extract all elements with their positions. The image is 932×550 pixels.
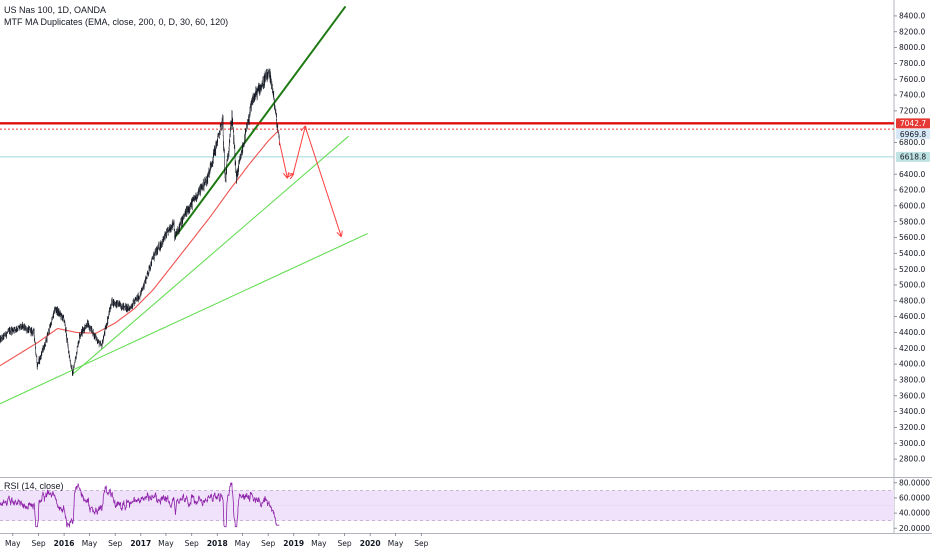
- support-trendline-long: [0, 233, 368, 405]
- price-tick-label: 8000.0: [899, 43, 925, 52]
- price-tick-label: 6400.0: [899, 170, 925, 179]
- price-tick-label: 5000.0: [899, 281, 925, 290]
- price-tick-label: 7800.0: [899, 59, 925, 68]
- rsi-tick-label: 80.0000: [899, 478, 930, 487]
- time-tick-label: 2016: [54, 539, 75, 548]
- price-badge-label: 6618.8: [900, 153, 926, 162]
- horizontal-levels: [0, 128, 894, 158]
- time-axis-labels: May Sep 2016 May Sep 2017 May Sep 2018 May Sep 2019…: [5, 533, 429, 548]
- support-trendline-short: [72, 135, 349, 375]
- time-tick-label: May: [5, 539, 21, 548]
- price-tick-label: 6000.0: [899, 201, 925, 210]
- price-tick-label: 7400.0: [899, 91, 925, 100]
- time-tick-label: Sep: [414, 539, 428, 548]
- rsi-legend[interactable]: RSI (14, close): [4, 481, 64, 491]
- time-tick-label: May: [235, 539, 251, 548]
- price-badges: 7042.7 6969.8 6618.8: [896, 118, 930, 162]
- dark-trendline: [173, 5, 347, 239]
- price-tick-label: 3200.0: [899, 423, 925, 432]
- projection-arrow: [304, 126, 341, 236]
- price-tick-label: 4200.0: [899, 344, 925, 353]
- price-tick-label: 5200.0: [899, 265, 925, 274]
- price-badge: [896, 129, 930, 140]
- ema-line-group: [0, 129, 280, 367]
- price-badge: [896, 118, 930, 129]
- price-badge-label: 7042.7: [900, 119, 926, 128]
- price-tick-label: 4800.0: [899, 296, 925, 305]
- rsi-tick-label: 40.0000: [899, 509, 930, 518]
- time-tick-label: May: [158, 539, 174, 548]
- ema-200-line: [0, 129, 280, 367]
- price-tick-label: 8200.0: [899, 27, 925, 36]
- time-tick-label: Sep: [185, 539, 199, 548]
- price-badge-label: 6969.8: [900, 130, 926, 139]
- projection-arrow: [278, 140, 287, 177]
- price-tick-label: 3000.0: [899, 439, 925, 448]
- price-tick-label: 3800.0: [899, 376, 925, 385]
- price-tick-label: 6200.0: [899, 186, 925, 195]
- price-tick-label: 5800.0: [899, 217, 925, 226]
- price-tick-label: 4400.0: [899, 328, 925, 337]
- price-tick-label: 5600.0: [899, 233, 925, 242]
- price-tick-label: 2800.0: [899, 455, 925, 464]
- price-badge: [896, 151, 930, 162]
- rsi-line-group: [0, 482, 280, 529]
- time-tick-label: Sep: [108, 539, 122, 548]
- price-tick-label: 4000.0: [899, 360, 925, 369]
- price-pane-background: [0, 0, 894, 470]
- price-tick-label: 8400.0: [899, 12, 925, 21]
- time-tick-label: May: [82, 539, 98, 548]
- trendlines: [0, 5, 894, 405]
- symbol-legend[interactable]: US Nas 100, 1D, OANDA: [4, 5, 106, 15]
- price-tick-label: 7200.0: [899, 106, 925, 115]
- time-tick-label: 2019: [283, 539, 304, 548]
- time-tick-label: Sep: [31, 539, 45, 548]
- rsi-axis-ticks: 80.0000 60.0000 40.0000 20.0000: [894, 478, 930, 533]
- candles: [0, 68, 280, 376]
- price-tick-label: 5400.0: [899, 249, 925, 258]
- axis-background: [894, 0, 932, 550]
- rsi-tick-label: 60.0000: [899, 494, 930, 503]
- price-tick-label: 3600.0: [899, 391, 925, 400]
- time-tick-label: May: [311, 539, 327, 548]
- time-tick-label: 2018: [207, 539, 228, 548]
- rsi-line: [0, 482, 280, 529]
- price-tick-label: 7600.0: [899, 75, 925, 84]
- time-tick-label: Sep: [261, 539, 275, 548]
- rsi-tick-label: 20.0000: [899, 524, 930, 533]
- price-axis-ticks: 8400.0 8200.0 8000.0 7800.0 7600.0 7400.0 7200…: [894, 12, 925, 464]
- price-tick-label: 4600.0: [899, 312, 925, 321]
- projection-arrows: [278, 126, 341, 236]
- projection-arrow: [286, 174, 293, 177]
- time-tick-label: May: [388, 539, 404, 548]
- projection-arrow: [292, 127, 305, 175]
- time-tick-label: 2017: [130, 539, 151, 548]
- indicator-legend[interactable]: MTF MA Duplicates (EMA, close, 200, 0, D…: [4, 17, 228, 27]
- time-tick-label: 2020: [360, 539, 381, 548]
- price-tick-label: 3400.0: [899, 407, 925, 416]
- price-tick-label: 6800.0: [899, 138, 925, 147]
- time-tick-label: Sep: [338, 539, 352, 548]
